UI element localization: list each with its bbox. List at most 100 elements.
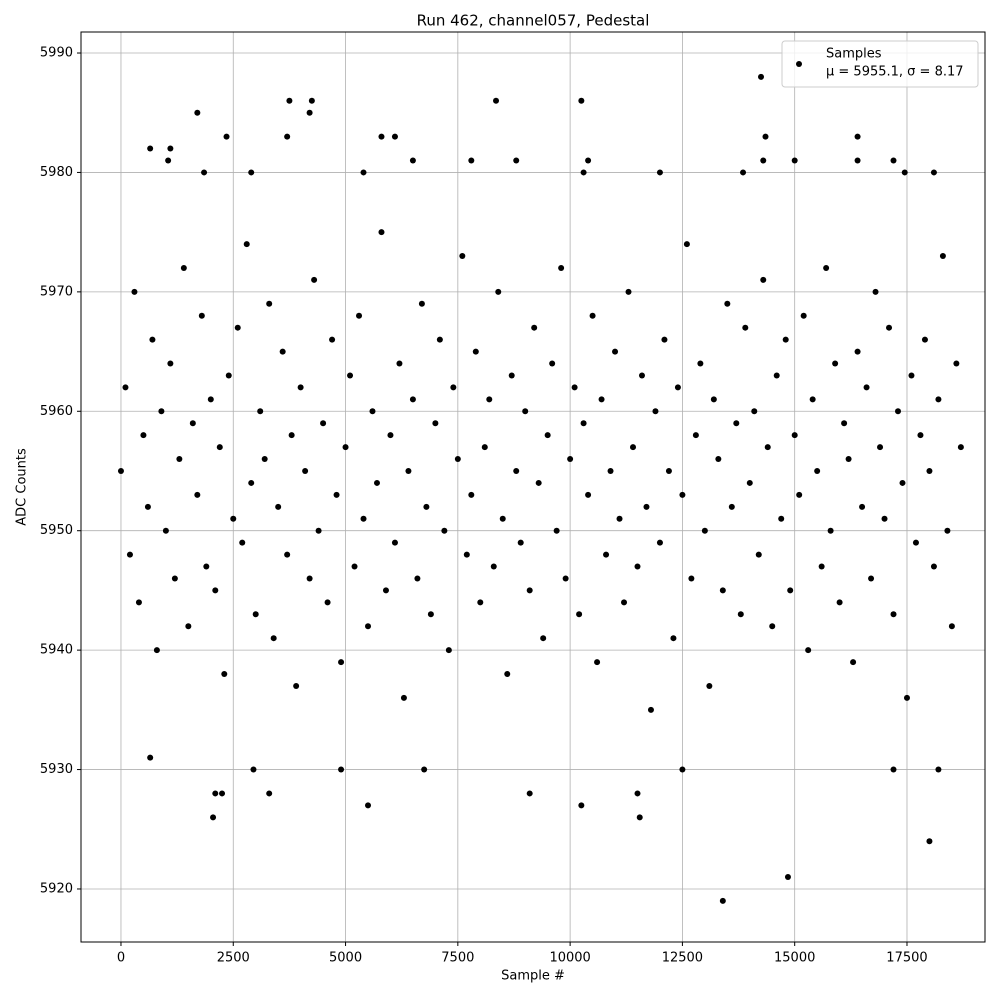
point: [293, 682, 300, 689]
point: [189, 420, 196, 427]
point: [513, 467, 520, 474]
point: [207, 396, 214, 403]
point: [436, 336, 443, 343]
point: [630, 444, 637, 451]
point: [223, 133, 230, 140]
point: [553, 527, 560, 534]
point: [320, 420, 327, 427]
point: [477, 599, 484, 606]
point: [302, 467, 309, 474]
point: [230, 515, 237, 522]
point: [948, 623, 955, 630]
point: [740, 169, 747, 176]
point: [180, 264, 187, 271]
point: [396, 360, 403, 367]
point: [877, 444, 884, 451]
point: [625, 288, 632, 295]
point: [692, 432, 699, 439]
point: [769, 623, 776, 630]
point: [939, 253, 946, 260]
point: [221, 671, 228, 678]
point: [140, 432, 147, 439]
point: [751, 408, 758, 415]
point: [472, 348, 479, 355]
point: [270, 635, 277, 642]
point: [369, 408, 376, 415]
point: [746, 479, 753, 486]
point: [144, 503, 151, 510]
point: [895, 408, 902, 415]
legend: Samples μ = 5955.1, σ = 8.17: [781, 40, 979, 88]
point: [356, 312, 363, 319]
chart-title: Run 462, channel057, Pedestal: [417, 12, 650, 30]
point: [762, 133, 769, 140]
point: [306, 109, 313, 116]
point: [589, 312, 596, 319]
y-tick-label: 5940: [40, 643, 73, 658]
point: [926, 467, 933, 474]
point: [194, 109, 201, 116]
point: [782, 336, 789, 343]
point: [117, 467, 124, 474]
point: [308, 97, 315, 104]
point: [953, 360, 960, 367]
point: [382, 587, 389, 594]
point: [405, 467, 412, 474]
point: [360, 169, 367, 176]
point: [522, 408, 529, 415]
point: [701, 527, 708, 534]
point: [508, 372, 515, 379]
point: [162, 527, 169, 534]
point: [131, 288, 138, 295]
point: [486, 396, 493, 403]
plot-frame: [80, 31, 986, 943]
point: [836, 599, 843, 606]
point: [261, 456, 268, 463]
point: [153, 647, 160, 654]
point: [135, 599, 142, 606]
point: [917, 432, 924, 439]
point: [248, 479, 255, 486]
y-axis-label: ADC Counts: [15, 448, 30, 526]
point: [212, 790, 219, 797]
point: [329, 336, 336, 343]
point: [288, 432, 295, 439]
point: [201, 169, 208, 176]
point: [284, 133, 291, 140]
point: [603, 551, 610, 558]
point: [147, 145, 154, 152]
point: [504, 671, 511, 678]
point: [854, 157, 861, 164]
point: [391, 539, 398, 546]
point: [517, 539, 524, 546]
point: [710, 396, 717, 403]
point: [636, 814, 643, 821]
point: [742, 324, 749, 331]
point: [167, 145, 174, 152]
point: [311, 276, 318, 283]
legend-marker: [796, 61, 802, 67]
y-tick-label: 5960: [40, 404, 73, 419]
point: [338, 659, 345, 666]
point: [126, 551, 133, 558]
point: [656, 539, 663, 546]
point: [665, 467, 672, 474]
point: [784, 874, 791, 881]
point: [719, 897, 726, 904]
point: [544, 432, 551, 439]
point: [158, 408, 165, 415]
point: [854, 133, 861, 140]
point: [697, 360, 704, 367]
point: [832, 360, 839, 367]
point: [652, 408, 659, 415]
point: [284, 551, 291, 558]
point: [203, 563, 210, 570]
point: [315, 527, 322, 534]
x-axis-label: Sample #: [501, 969, 565, 984]
point: [194, 491, 201, 498]
point: [733, 420, 740, 427]
point: [926, 838, 933, 845]
point: [886, 324, 893, 331]
point: [250, 766, 257, 773]
point: [607, 467, 614, 474]
